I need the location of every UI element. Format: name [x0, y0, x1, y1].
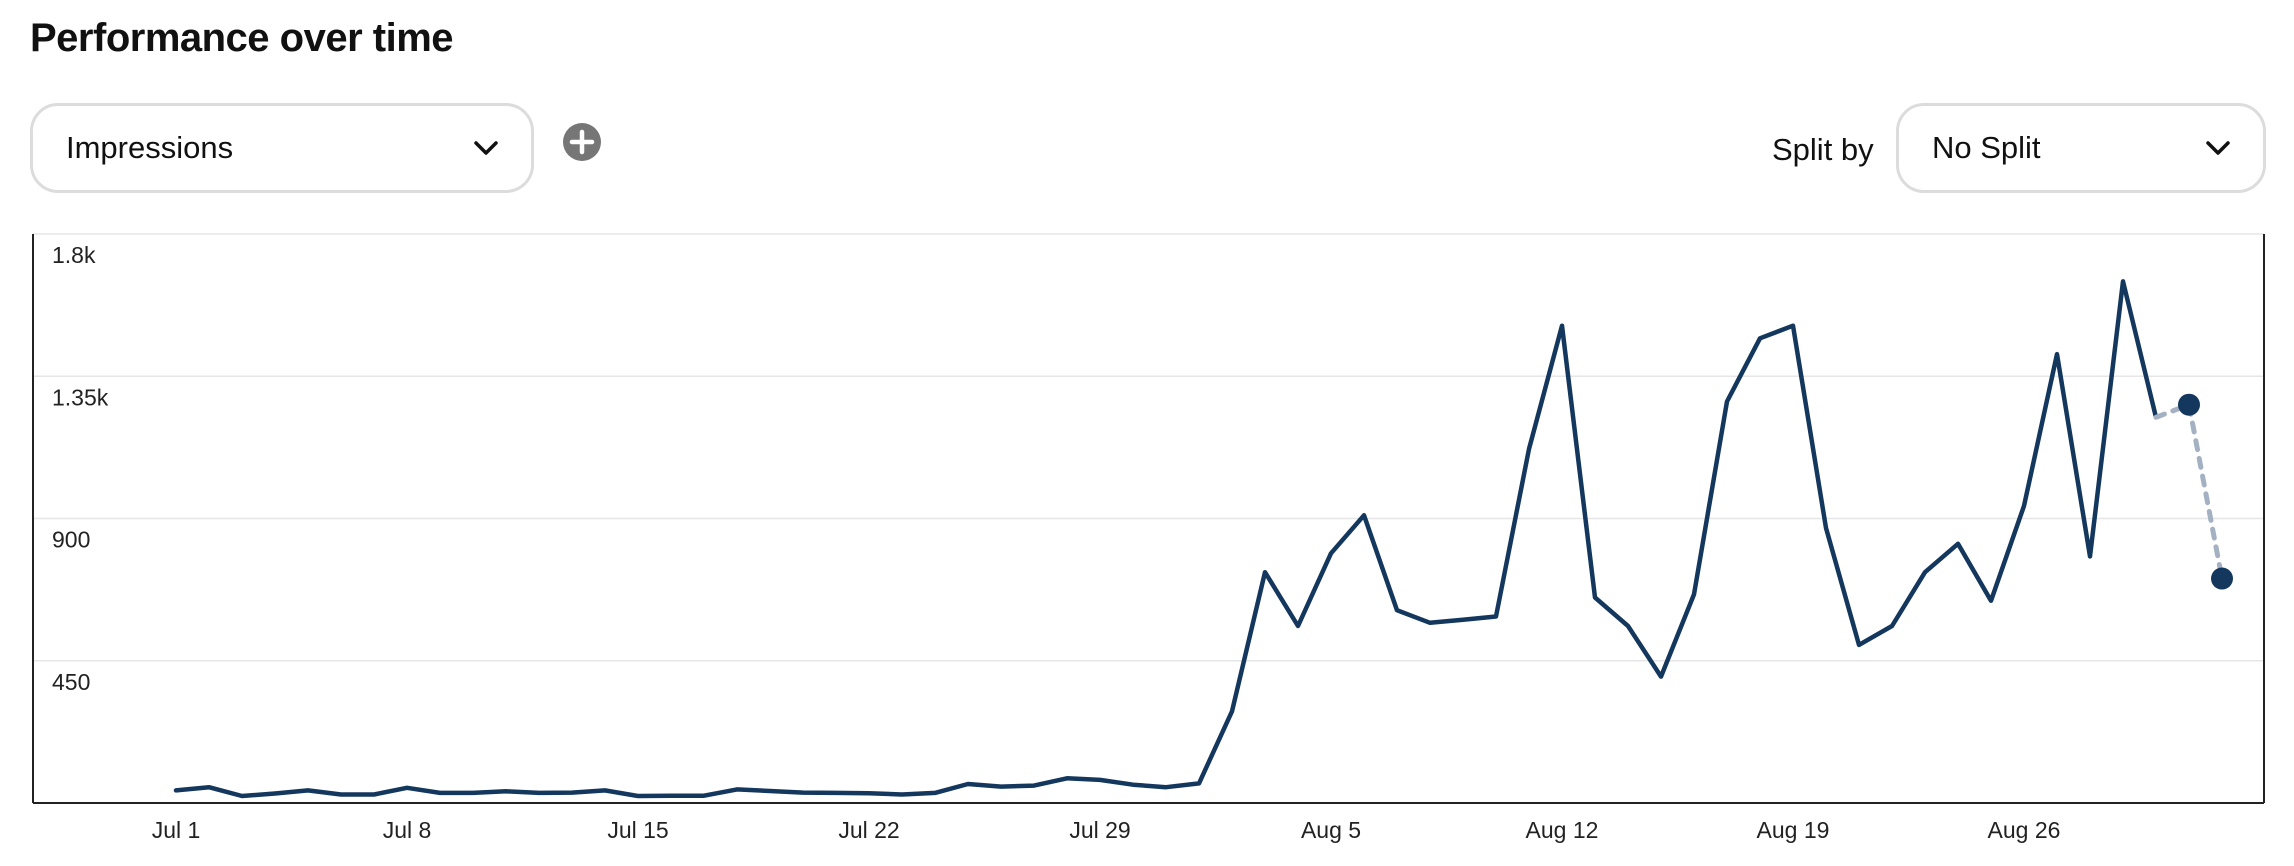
x-tick-label: Jul 15 [607, 817, 668, 843]
projection-line [2153, 401, 2225, 582]
x-tick-label: Aug 5 [1301, 817, 1361, 843]
split-dropdown[interactable]: No Split [1896, 103, 2266, 193]
projection-point [2178, 393, 2200, 416]
x-tick-label: Jul 22 [838, 817, 899, 843]
metric-dropdown[interactable]: Impressions [30, 103, 534, 193]
series-line [173, 279, 2159, 799]
plus-circle-icon [563, 123, 601, 161]
y-tick-label: 1.35k [52, 384, 109, 410]
metric-dropdown-value: Impressions [66, 130, 234, 165]
x-tick-label: Jul 1 [152, 817, 201, 843]
projection-point [2211, 567, 2233, 590]
chevron-down-icon [2203, 137, 2233, 159]
x-tick-label: Aug 19 [1757, 817, 1830, 843]
x-tick-label: Jul 8 [383, 817, 432, 843]
x-tick-label: Jul 29 [1069, 817, 1130, 843]
y-tick-label: 450 [52, 669, 90, 695]
split-dropdown-value: No Split [1932, 130, 2041, 165]
y-tick-label: 1.8k [52, 242, 96, 268]
x-tick-label: Aug 26 [1988, 817, 2061, 843]
page-title: Performance over time [30, 16, 454, 60]
chevron-down-icon [471, 137, 501, 159]
add-metric-button[interactable] [563, 123, 601, 161]
split-by-label: Split by [1772, 132, 1874, 167]
y-tick-label: 900 [52, 527, 90, 553]
x-tick-label: Aug 12 [1526, 817, 1599, 843]
